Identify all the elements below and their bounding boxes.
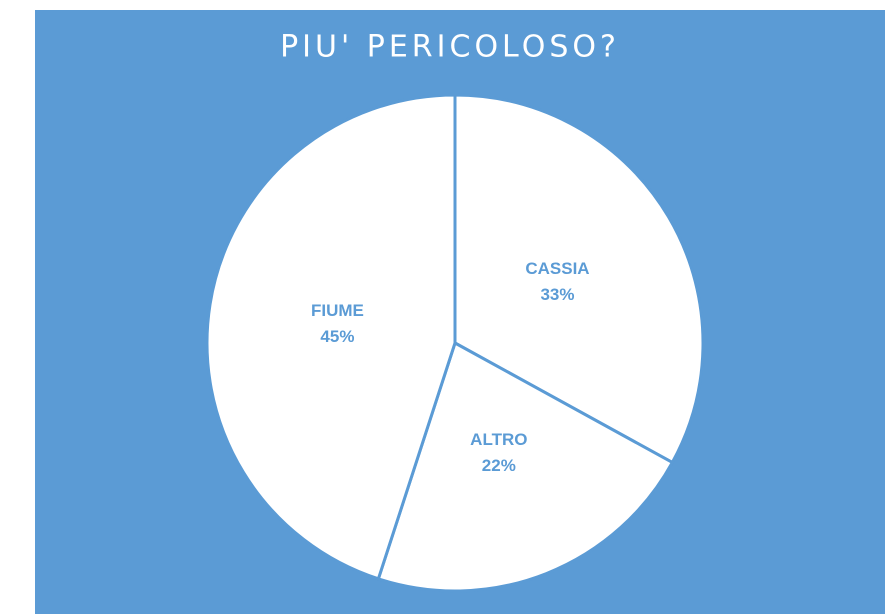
chart-title: PIU' PERICOLOSO? — [280, 30, 620, 65]
slice-label: ALTRO — [470, 430, 527, 449]
slice-value-label: 33% — [540, 285, 574, 304]
pie-slice — [205, 93, 457, 581]
slice-label: FIUME — [311, 301, 364, 320]
pie-slice — [453, 93, 705, 465]
pie-slice — [376, 340, 675, 593]
slice-value-label: 45% — [320, 327, 354, 346]
slice-value-label: 22% — [482, 456, 516, 475]
slice-label: CASSIA — [525, 259, 589, 278]
